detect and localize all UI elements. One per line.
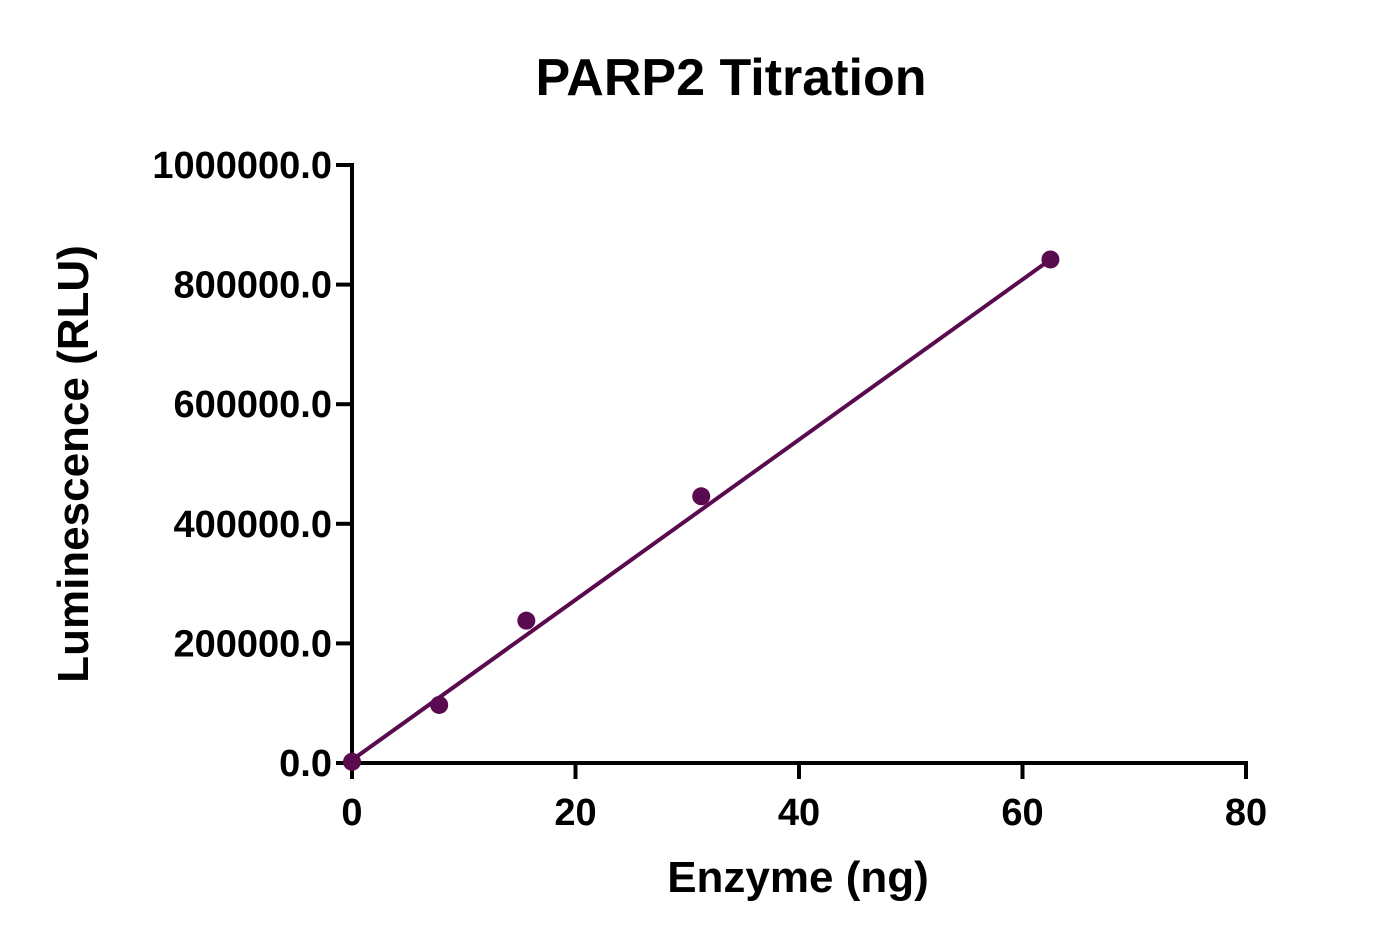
y-tick-label: 1000000.0 — [152, 145, 332, 187]
data-point — [1041, 250, 1060, 269]
data-points-layer — [343, 250, 1060, 771]
data-point — [517, 611, 536, 630]
y-tick-label: 800000.0 — [174, 265, 333, 307]
x-tick-label: 40 — [778, 792, 820, 834]
x-tick-label: 60 — [1001, 792, 1043, 834]
y-tick-label: 0.0 — [279, 743, 332, 785]
axes: 0.0 200000.0 400000.0 600000.0 800000.0 10000… — [152, 145, 1267, 834]
x-tick-label: 0 — [341, 792, 362, 834]
y-tick-label: 600000.0 — [174, 384, 333, 426]
y-tick-label: 400000.0 — [174, 504, 333, 546]
data-point — [692, 487, 711, 506]
fit-line — [350, 257, 1052, 762]
x-tick-label: 20 — [554, 792, 596, 834]
y-axis-label: Luminescence (RLU) — [49, 245, 98, 683]
data-point — [343, 752, 361, 771]
fit-line-layer — [350, 257, 1052, 762]
data-point — [430, 695, 449, 714]
x-tick-label: 80 — [1225, 792, 1267, 834]
chart-title: PARP2 Titration — [535, 49, 926, 107]
y-tick-label: 200000.0 — [174, 623, 333, 665]
x-axis-label: Enzyme (ng) — [667, 853, 929, 902]
